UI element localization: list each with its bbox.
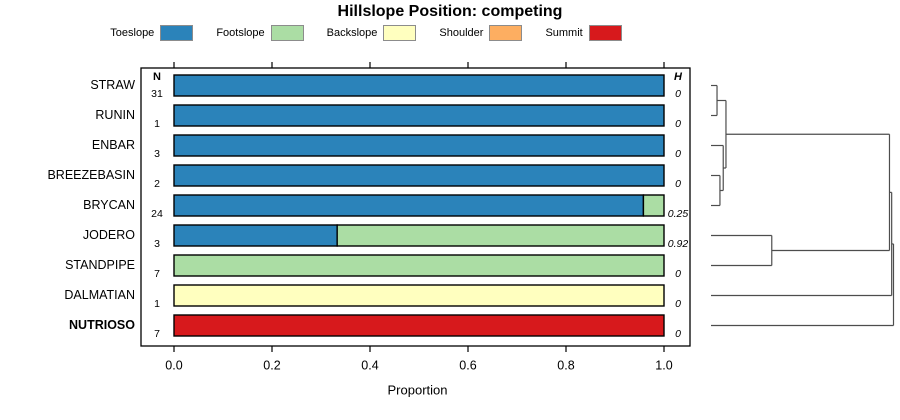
n-value: 3 <box>154 238 160 250</box>
legend-label: Toeslope <box>110 27 155 39</box>
row-label: STRAW <box>90 78 135 92</box>
bar-segment-toeslope <box>173 164 665 187</box>
x-tick-label: 1.0 <box>655 358 672 372</box>
legend-swatch <box>588 25 622 41</box>
bar-segment-toeslope <box>173 224 338 247</box>
row-label: NUTRIOSO <box>69 318 135 332</box>
bar-segment-toeslope <box>173 134 665 157</box>
legend-swatch <box>383 25 417 41</box>
h-value: 0.25 <box>668 208 689 220</box>
h-value: 0 <box>675 88 681 100</box>
legend-swatch <box>489 25 523 41</box>
legend-label: Backslope <box>326 27 378 39</box>
legend: Toeslope Footslope Backslope Shoulder Summit <box>0 25 732 41</box>
n-value: 3 <box>154 148 160 160</box>
h-value: 0.92 <box>668 238 689 250</box>
h-value: 0 <box>675 118 681 130</box>
row-label: BRYCAN <box>83 198 135 212</box>
n-value: 24 <box>151 208 163 220</box>
bar-segment-toeslope <box>173 194 645 217</box>
legend-label: Shoulder <box>439 27 484 39</box>
legend-item-summit: Summit <box>545 25 622 41</box>
row-label: ENBAR <box>92 138 135 152</box>
row-label: RUNIN <box>95 108 135 122</box>
legend-label: Summit <box>545 27 583 39</box>
x-tick-label: 0.4 <box>361 358 378 372</box>
legend-item-backslope: Backslope <box>327 25 417 41</box>
h-value: 0 <box>675 268 681 280</box>
h-value: 0 <box>675 298 681 310</box>
legend-item-footslope: Footslope <box>216 25 304 41</box>
row-label: JODERO <box>83 228 135 242</box>
h-value: 0 <box>675 328 681 340</box>
bar-segment-backslope <box>173 284 665 307</box>
bar-segment-summit <box>173 314 665 337</box>
n-value: 1 <box>154 298 160 310</box>
chart-title: Hillslope Position: competing <box>337 3 563 20</box>
n-value: 31 <box>151 88 163 100</box>
x-tick-label: 0.2 <box>263 358 280 372</box>
bar-segment-footslope <box>642 194 665 217</box>
legend-item-shoulder: Shoulder <box>439 25 523 41</box>
bar-segment-footslope <box>336 224 665 247</box>
x-axis-title: Proportion <box>388 382 448 397</box>
legend-item-toeslope: Toeslope <box>110 25 194 41</box>
bar-segment-footslope <box>173 254 665 277</box>
h-column-header: H <box>674 71 683 83</box>
n-value: 7 <box>154 268 160 280</box>
n-value: 1 <box>154 118 160 130</box>
x-tick-label: 0.0 <box>165 358 182 372</box>
bar-segment-toeslope <box>173 104 665 127</box>
plot-panel-border <box>140 67 691 347</box>
h-value: 0 <box>675 148 681 160</box>
row-label: BREEZEBASIN <box>47 168 135 182</box>
h-value: 0 <box>675 178 681 190</box>
n-column-header: N <box>153 71 161 83</box>
n-value: 7 <box>154 328 160 340</box>
row-label: STANDPIPE <box>65 258 135 272</box>
legend-swatch <box>270 25 304 41</box>
bar-segment-toeslope <box>173 74 665 97</box>
x-tick-label: 0.6 <box>459 358 476 372</box>
x-tick-label: 0.8 <box>557 358 574 372</box>
legend-label: Footslope <box>216 27 265 39</box>
legend-swatch <box>160 25 194 41</box>
n-value: 2 <box>154 178 160 190</box>
row-label: DALMATIAN <box>64 288 135 302</box>
